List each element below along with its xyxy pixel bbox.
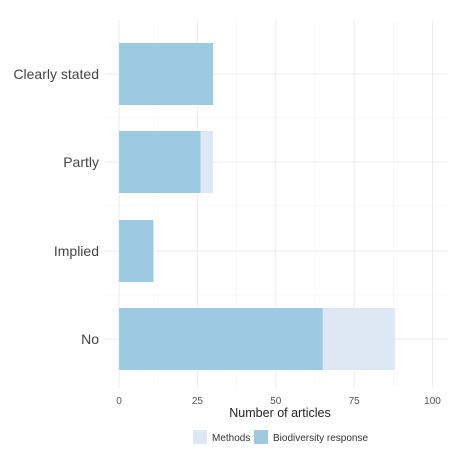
x-tick-label: 75 <box>349 396 361 407</box>
category-label: No <box>81 331 99 347</box>
legend-label: Biodiversity response <box>273 433 368 444</box>
bars-layer <box>119 43 395 370</box>
x-tick-label: 100 <box>424 396 441 407</box>
bar-biodiversity-response <box>119 308 323 370</box>
x-axis-title: Number of articles <box>229 406 330 420</box>
category-label: Partly <box>63 154 99 170</box>
category-labels: Clearly stated Partly Implied No <box>13 66 99 347</box>
x-tick-label: 0 <box>116 396 122 407</box>
x-tick-label: 25 <box>192 396 204 407</box>
category-label: Implied <box>54 243 99 259</box>
bar-biodiversity-response <box>119 220 154 282</box>
x-tick-labels: 0 25 50 75 100 <box>116 396 441 407</box>
category-label: Clearly stated <box>13 66 99 82</box>
x-tick-label: 50 <box>270 396 282 407</box>
bar-biodiversity-response <box>119 131 201 193</box>
legend-key <box>193 430 207 444</box>
legend-key <box>254 430 268 444</box>
bar-biodiversity-response <box>119 43 214 105</box>
legend-label: Methods <box>212 433 250 444</box>
legend: Methods Biodiversity response <box>193 430 368 444</box>
